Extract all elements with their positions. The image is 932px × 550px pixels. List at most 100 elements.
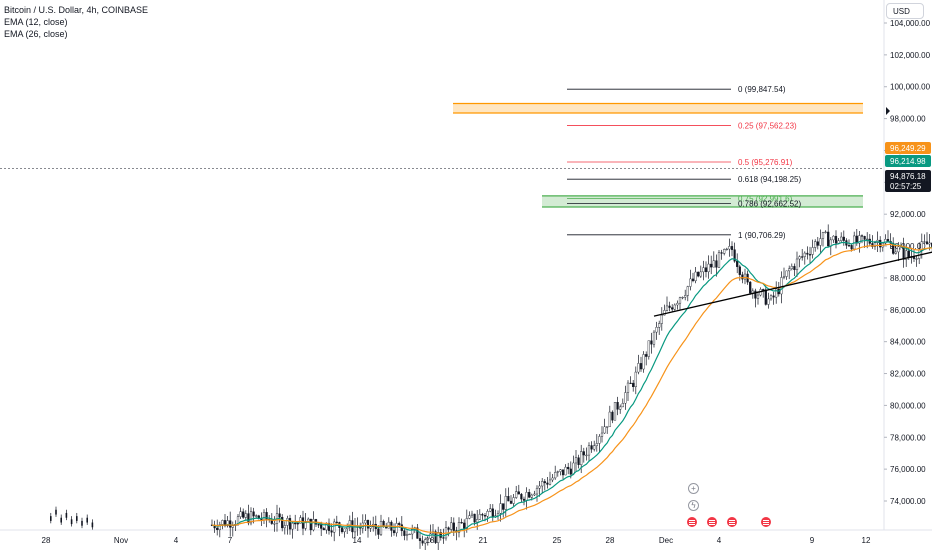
candle-body	[842, 236, 845, 241]
candle-body	[738, 266, 741, 275]
candle-body	[702, 267, 705, 273]
candle-body	[684, 295, 687, 298]
candle-body	[621, 403, 624, 408]
candle-body	[686, 286, 689, 296]
price-tag-countdown: 02:57:25	[890, 182, 922, 191]
candle-body	[660, 314, 663, 324]
fib-level-label: 0.618 (94,198.25)	[738, 175, 801, 184]
candle-body	[665, 305, 669, 311]
currency-button[interactable]: USD	[886, 3, 924, 19]
candle-body	[322, 528, 325, 531]
candle-body	[223, 520, 227, 527]
candle-body	[663, 310, 666, 316]
candle-body	[457, 522, 461, 533]
candle-body	[728, 246, 731, 250]
candle-body	[252, 511, 255, 517]
candle-body	[483, 515, 487, 517]
candle-body	[255, 515, 258, 517]
candle-body	[723, 249, 726, 254]
candle-body	[642, 354, 645, 370]
y-tick-label: 86,000.00	[890, 306, 926, 315]
support-zone	[542, 195, 863, 208]
candle-body	[775, 288, 778, 298]
price-tag	[885, 170, 931, 192]
lightning-icon[interactable]: ϟ	[688, 500, 699, 511]
candle-body	[616, 402, 619, 410]
candle-body	[299, 517, 302, 524]
candle-body	[873, 242, 877, 247]
fib-level-label: 0 (99,847.54)	[738, 85, 786, 94]
candle-body	[65, 512, 68, 518]
candle-body	[296, 523, 299, 525]
candle-body	[439, 532, 442, 538]
candle-body	[333, 521, 336, 533]
candle-body	[567, 466, 570, 470]
candle-body	[897, 246, 900, 253]
candle-body	[793, 266, 796, 271]
x-tick-label: 9	[810, 536, 815, 545]
candle-body	[405, 534, 409, 536]
candle-body	[281, 517, 284, 529]
price-tag-value: 96,214.98	[890, 157, 926, 166]
candle-body	[517, 491, 520, 495]
x-tick-label: 4	[174, 536, 179, 545]
candle-body	[782, 276, 786, 278]
candle-body	[691, 278, 695, 282]
candle-body	[608, 411, 611, 427]
candle-body	[626, 382, 630, 393]
candle-body	[730, 246, 734, 250]
candle-body	[790, 266, 793, 270]
fib-level-label: 0.786 (92,662.52)	[738, 200, 801, 209]
candle-body	[525, 492, 528, 501]
candle-body	[860, 235, 864, 237]
candle-body	[827, 231, 830, 247]
candle-body	[561, 469, 565, 476]
candle-body	[382, 521, 385, 527]
candle-body	[522, 498, 526, 501]
candle-body	[364, 520, 367, 524]
candle-body	[286, 518, 289, 526]
y-tick-label: 104,000.00	[890, 19, 931, 28]
candle-body	[808, 254, 812, 256]
candle-body	[450, 522, 453, 530]
candle-body	[593, 445, 596, 450]
candle-body	[801, 256, 804, 258]
candle-body	[512, 497, 515, 504]
candle-body	[76, 516, 78, 521]
candle-body	[343, 528, 346, 533]
candle-body	[821, 232, 825, 239]
candle-body	[520, 493, 523, 500]
candle-body	[806, 252, 809, 255]
candle-body	[491, 508, 494, 518]
candle-body	[218, 524, 221, 531]
event-flag-icon[interactable]	[760, 516, 772, 528]
candle-body	[850, 245, 853, 250]
candle-body	[481, 514, 484, 516]
plus-circle-icon[interactable]: +	[688, 483, 699, 494]
candle-body	[330, 530, 333, 533]
x-tick-label: 21	[479, 536, 488, 545]
event-flag-icon[interactable]	[726, 516, 738, 528]
candle-body	[590, 445, 593, 450]
price-tag-value: 94,876.18	[890, 172, 926, 181]
candle-body	[70, 519, 73, 525]
x-tick-label: 12	[862, 536, 871, 545]
candle-body	[502, 503, 505, 510]
candle-body	[262, 512, 266, 520]
candle-body	[676, 302, 679, 306]
candle-body	[803, 252, 806, 257]
event-flag-icon[interactable]	[706, 516, 718, 528]
y-tick-label: 92,000.00	[890, 210, 926, 219]
ema12-line	[211, 239, 932, 537]
candle-body	[736, 260, 739, 267]
candle-body	[317, 524, 320, 526]
candle-body	[447, 527, 450, 530]
candle-body	[834, 235, 838, 244]
resistance-zone	[453, 103, 863, 114]
candle-body	[379, 521, 383, 535]
trendline	[653, 251, 932, 317]
candle-body	[847, 245, 851, 247]
event-flag-icon[interactable]	[686, 516, 698, 528]
candle-body	[678, 297, 682, 304]
